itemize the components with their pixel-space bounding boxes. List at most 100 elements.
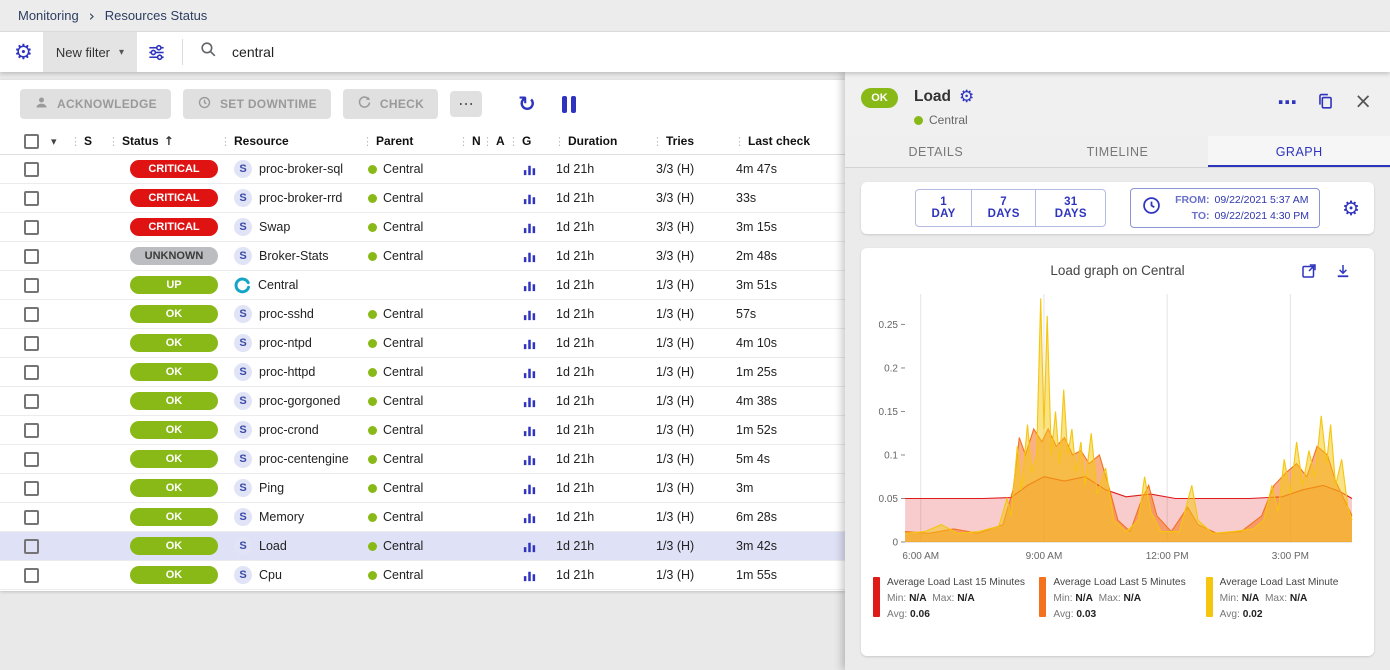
row-checkbox[interactable] [24, 393, 39, 409]
legend-item[interactable]: Average Load Last Minute Min: N/A Max: N/… [1205, 575, 1362, 622]
graph-cell[interactable] [504, 532, 550, 560]
graph-cell[interactable] [504, 445, 550, 473]
parent-cell[interactable]: Central [358, 329, 454, 357]
parent-cell[interactable]: Central [358, 358, 454, 386]
parent-cell[interactable]: Central [358, 184, 454, 212]
custom-time-range[interactable]: FROM: 09/22/2021 5:37 AM TO: 09/22/2021 4:… [1130, 187, 1321, 229]
table-row[interactable]: UNKNOWN S Broker-Stats Central 1d 21h 3/3… [0, 242, 845, 271]
graph-cell[interactable] [504, 416, 550, 444]
row-checkbox[interactable] [24, 364, 39, 380]
row-checkbox[interactable] [24, 277, 39, 293]
status-badge[interactable]: UP [130, 276, 218, 294]
graph-cell[interactable] [504, 387, 550, 415]
tab-details[interactable]: DETAILS [908, 145, 964, 159]
open-in-new-icon[interactable] [1300, 262, 1318, 289]
close-panel-icon[interactable]: × [1354, 89, 1372, 114]
column-header-parent[interactable]: ⋮ Parent [358, 134, 454, 148]
row-checkbox[interactable] [24, 161, 39, 177]
status-badge[interactable]: CRITICAL [130, 189, 218, 207]
select-menu-caret-icon[interactable]: ▾ [51, 134, 57, 148]
period-button-7-days[interactable]: 7 DAYS [971, 189, 1037, 227]
graph-settings-gear-icon[interactable]: ⚙ [1342, 196, 1360, 220]
parent-cell[interactable] [358, 271, 454, 299]
refresh-icon[interactable]: ↻ [518, 91, 536, 116]
select-all-checkbox[interactable] [24, 133, 39, 149]
column-header-graph[interactable]: ⋮ G [504, 134, 550, 148]
column-header-tries[interactable]: ⋮ Tries [648, 134, 730, 148]
status-badge[interactable]: OK [130, 363, 218, 381]
legend-item[interactable]: Average Load Last 5 Minutes Min: N/A Max:… [1039, 575, 1195, 622]
table-row[interactable]: OK S Load Central 1d 21h 1/3 (H) 3m 42s [0, 532, 845, 561]
resource-cell[interactable]: S Memory [216, 503, 358, 531]
tab-timeline[interactable]: TIMELINE [1086, 145, 1149, 159]
status-badge[interactable]: OK [130, 392, 218, 410]
parent-cell[interactable]: Central [358, 213, 454, 241]
column-header-status[interactable]: ⋮ Status ↑ [104, 134, 216, 148]
table-row[interactable]: OK S Ping Central 1d 21h 1/3 (H) 3m [0, 474, 845, 503]
check-button[interactable]: CHECK [342, 89, 439, 119]
search-input[interactable] [230, 43, 551, 61]
set-downtime-button[interactable]: SET DOWNTIME [182, 89, 331, 119]
parent-cell[interactable]: Central [358, 503, 454, 531]
status-badge[interactable]: OK [130, 479, 218, 497]
more-actions-button[interactable]: ⋯ [450, 91, 483, 117]
load-graph[interactable]: 6:00 AM 9:00 AM 12:00 PM 3:00 PM 0 0.05 0.1 0.1… [871, 286, 1364, 571]
graph-cell[interactable] [504, 184, 550, 212]
row-checkbox[interactable] [24, 480, 39, 496]
row-checkbox[interactable] [24, 219, 39, 235]
graph-cell[interactable] [504, 358, 550, 386]
breadcrumb-item-monitoring[interactable]: Monitoring [18, 8, 79, 23]
pause-icon[interactable] [561, 95, 577, 113]
resource-cell[interactable]: S Ping [216, 474, 358, 502]
graph-cell[interactable] [504, 474, 550, 502]
filter-settings-gear-icon[interactable]: ⚙ [14, 39, 33, 64]
status-badge[interactable]: OK [130, 305, 218, 323]
legend-item[interactable]: Average Load Last 15 Minutes Min: N/A Max… [873, 575, 1029, 622]
graph-cell[interactable] [504, 242, 550, 270]
row-checkbox[interactable] [24, 451, 39, 467]
table-row[interactable]: OK S Memory Central 1d 21h 1/3 (H) 6m 28s [0, 503, 845, 532]
period-button-1-day[interactable]: 1 DAY [915, 189, 973, 227]
graph-cell[interactable] [504, 271, 550, 299]
status-badge[interactable]: CRITICAL [130, 218, 218, 236]
row-checkbox[interactable] [24, 190, 39, 206]
status-badge[interactable]: OK [130, 450, 218, 468]
graph-cell[interactable] [504, 561, 550, 589]
parent-cell[interactable]: Central [358, 416, 454, 444]
graph-cell[interactable] [504, 503, 550, 531]
copy-link-icon[interactable] [1316, 92, 1335, 111]
resource-cell[interactable]: Central [216, 271, 358, 299]
parent-cell[interactable]: Central [358, 445, 454, 473]
parent-cell[interactable]: Central [358, 474, 454, 502]
resource-settings-gear-icon[interactable]: ⚙ [959, 86, 975, 107]
column-header-severity[interactable]: ⋮ S [66, 134, 104, 148]
parent-cell[interactable]: Central [358, 532, 454, 560]
column-header-last-check[interactable]: ⋮ Last check [730, 134, 845, 148]
graph-cell[interactable] [504, 300, 550, 328]
parent-cell[interactable]: Central [358, 242, 454, 270]
breadcrumb-item-resources-status[interactable]: Resources Status [104, 8, 208, 23]
status-badge[interactable]: UNKNOWN [130, 247, 218, 265]
tune-filter-icon[interactable] [147, 43, 166, 62]
status-badge[interactable]: CRITICAL [130, 160, 218, 178]
column-header-resource[interactable]: ⋮ Resource [216, 134, 358, 148]
status-badge[interactable]: OK [130, 421, 218, 439]
tab-graph[interactable]: GRAPH [1208, 136, 1390, 167]
panel-more-icon[interactable]: ⋯ [1277, 89, 1298, 114]
filter-select[interactable]: New filter ▾ [42, 32, 138, 72]
column-header-duration[interactable]: ⋮ Duration [550, 134, 648, 148]
acknowledge-button[interactable]: ACKNOWLEDGE [20, 89, 171, 119]
parent-cell[interactable]: Central [358, 300, 454, 328]
status-badge[interactable]: OK [130, 334, 218, 352]
